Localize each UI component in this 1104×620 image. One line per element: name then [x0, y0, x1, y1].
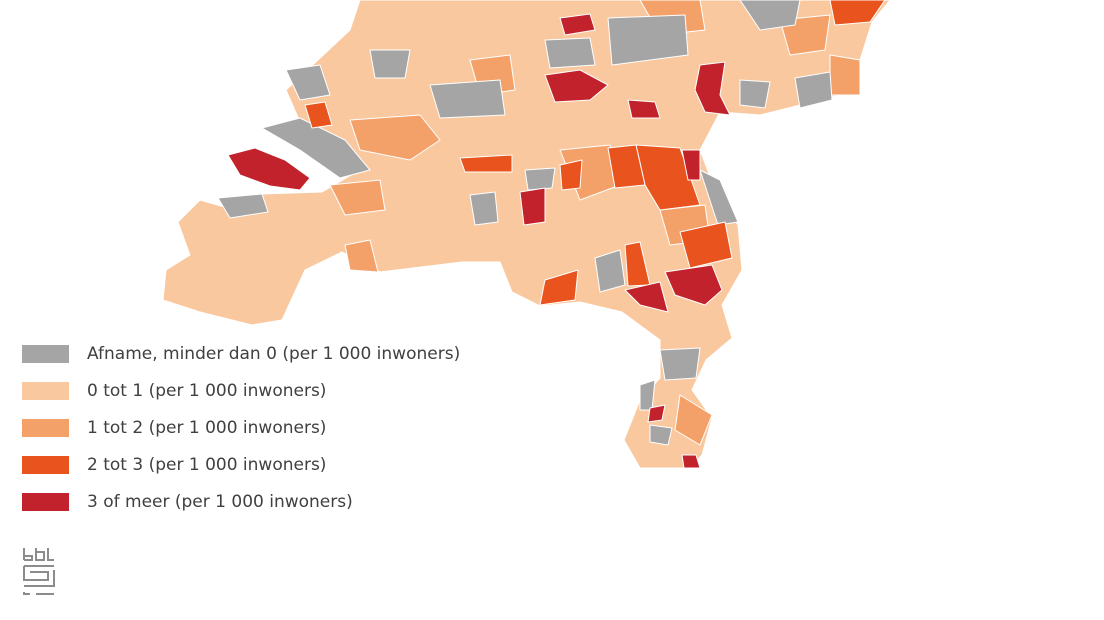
region [469, 191, 499, 226]
region [519, 187, 546, 226]
legend-label: 3 of meer (per 1 000 inwoners) [87, 492, 353, 512]
region [624, 281, 669, 313]
cbs-logo [23, 548, 55, 595]
region [304, 101, 333, 129]
region [649, 424, 673, 446]
region [681, 149, 701, 181]
region [794, 71, 833, 109]
region [544, 37, 596, 69]
region [829, 0, 886, 26]
region [739, 0, 801, 31]
region [699, 169, 739, 226]
legend: Afname, minder dan 0 (per 1 000 inwoners… [22, 344, 460, 512]
legend-label: 0 tot 1 (per 1 000 inwoners) [87, 381, 326, 401]
region [559, 13, 596, 36]
region [227, 147, 311, 191]
region [681, 454, 701, 469]
legend-label: 1 tot 2 (per 1 000 inwoners) [87, 418, 326, 438]
region [694, 61, 731, 116]
region [429, 79, 506, 119]
region [829, 54, 861, 96]
legend-swatch [22, 345, 69, 363]
legend-swatch [22, 382, 69, 400]
region [679, 221, 733, 269]
region [524, 167, 556, 191]
legend-label: Afname, minder dan 0 (per 1 000 inwoners… [87, 344, 460, 364]
region [739, 79, 771, 109]
region [607, 14, 689, 66]
region [369, 49, 411, 79]
region [261, 117, 371, 179]
region [544, 69, 609, 103]
legend-swatch [22, 456, 69, 474]
region [674, 394, 713, 446]
region [647, 404, 666, 423]
region [559, 159, 583, 191]
legend-swatch [22, 419, 69, 437]
region [539, 269, 579, 306]
region [659, 347, 701, 381]
region [344, 239, 379, 273]
region [285, 64, 331, 101]
legend-swatch [22, 493, 69, 511]
map-regions [162, 0, 891, 469]
region [639, 379, 656, 411]
legend-label: 2 tot 3 (per 1 000 inwoners) [87, 455, 326, 475]
region [627, 99, 661, 119]
region [459, 154, 513, 173]
region [607, 144, 646, 189]
region [217, 193, 269, 219]
region [349, 114, 441, 161]
region [664, 264, 723, 306]
region [594, 249, 626, 293]
region [329, 179, 386, 216]
